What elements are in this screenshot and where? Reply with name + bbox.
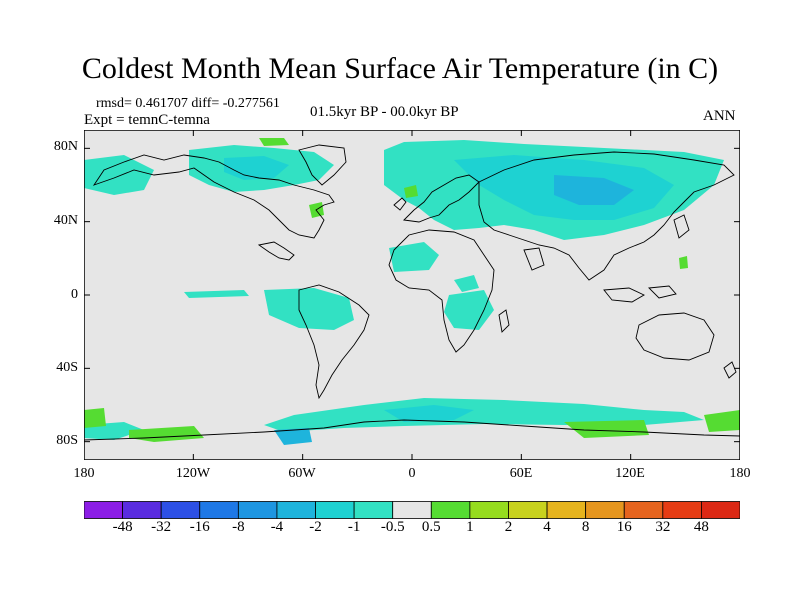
colorbar-box <box>508 501 548 519</box>
lon-label-180w: 180 <box>73 466 95 481</box>
lon-label-60e: 60E <box>509 466 533 481</box>
colorbar-label: 1 <box>466 519 474 535</box>
colorbar-box <box>315 501 355 519</box>
season-label: ANN <box>703 108 736 124</box>
stats-text: rmsd= 0.461707 diff= -0.277561 <box>96 96 280 111</box>
shade-southern-ocean-core <box>384 405 474 422</box>
colorbar-box <box>237 501 278 519</box>
shade-green-sw <box>84 408 106 428</box>
anomaly-shading <box>84 138 740 445</box>
colorbar-label: 0.5 <box>421 519 441 535</box>
shade-green-europe <box>404 185 418 198</box>
lat-label-40s: 40S <box>56 360 78 375</box>
colorbar-box <box>701 501 740 519</box>
lon-label-120w: 120W <box>175 466 211 481</box>
colorbar-box <box>546 501 587 519</box>
colorbar-label: -0.5 <box>380 519 405 535</box>
shade-green-japan <box>679 256 688 269</box>
colorbar-label: -48 <box>112 519 133 535</box>
lat-label-80s: 80S <box>56 433 78 448</box>
shade-nw-canada <box>84 155 154 195</box>
colorbar-box <box>160 501 201 519</box>
colorbar-box <box>84 501 123 519</box>
shade-alaska-green <box>259 138 289 146</box>
colorbar-box <box>276 501 316 519</box>
shade-sahara <box>389 242 439 272</box>
shade-green-antarctic-far-east <box>704 410 740 432</box>
shade-central-africa <box>444 290 494 330</box>
colorbar-box <box>430 501 471 519</box>
shade-pacific-band <box>184 290 249 298</box>
colorbar-box <box>623 501 664 519</box>
shade-siberia-deep <box>554 175 634 205</box>
coastlines <box>84 144 740 441</box>
colorbar-label: -16 <box>189 519 210 535</box>
lon-label-0: 0 <box>408 466 416 481</box>
shade-green-antarctic-east <box>564 420 649 438</box>
colorbar-label: 32 <box>655 519 671 535</box>
lat-label-40n: 40N <box>53 213 78 228</box>
lat-label-80n: 80N <box>53 139 78 154</box>
shade-east-africa <box>454 275 479 292</box>
colorbar-label: 48 <box>693 519 709 535</box>
shade-south-america <box>264 288 354 330</box>
colorbar-label: -32 <box>151 519 172 535</box>
colorbar-box <box>353 501 394 519</box>
colorbar-label: 8 <box>581 519 590 535</box>
axis-ticks <box>84 130 740 460</box>
colorbar-label: -8 <box>232 519 245 535</box>
colorbar-box <box>662 501 702 519</box>
colorbar-label: 4 <box>543 519 551 535</box>
shade-antarctic-blue <box>274 428 312 445</box>
colorbar <box>84 501 740 519</box>
lat-label-0: 0 <box>71 287 78 302</box>
lon-label-60w: 60W <box>288 466 316 481</box>
lon-label-120e: 120E <box>615 466 645 481</box>
world-map <box>84 130 740 460</box>
colorbar-box <box>392 501 432 519</box>
colorbar-box <box>199 501 239 519</box>
colorbar-box <box>585 501 625 519</box>
colorbar-box <box>122 501 162 519</box>
plot-title: Coldest Month Mean Surface Air Temperatu… <box>81 52 719 85</box>
shade-greenland-core <box>224 156 289 180</box>
colorbar-label: 16 <box>616 519 632 535</box>
colorbar-label: 2 <box>504 519 513 535</box>
colorbar-label: -1 <box>347 519 361 535</box>
colorbar-label: -4 <box>270 519 284 535</box>
colorbar-box <box>469 501 509 519</box>
colorbar-label: -2 <box>309 519 322 535</box>
map-panel <box>84 130 740 460</box>
period-label: 01.5kyr BP - 00.0kyr BP <box>310 104 459 120</box>
lon-label-180e: 180 <box>729 466 751 481</box>
experiment-label: Expt = temnC-temna <box>84 112 210 128</box>
